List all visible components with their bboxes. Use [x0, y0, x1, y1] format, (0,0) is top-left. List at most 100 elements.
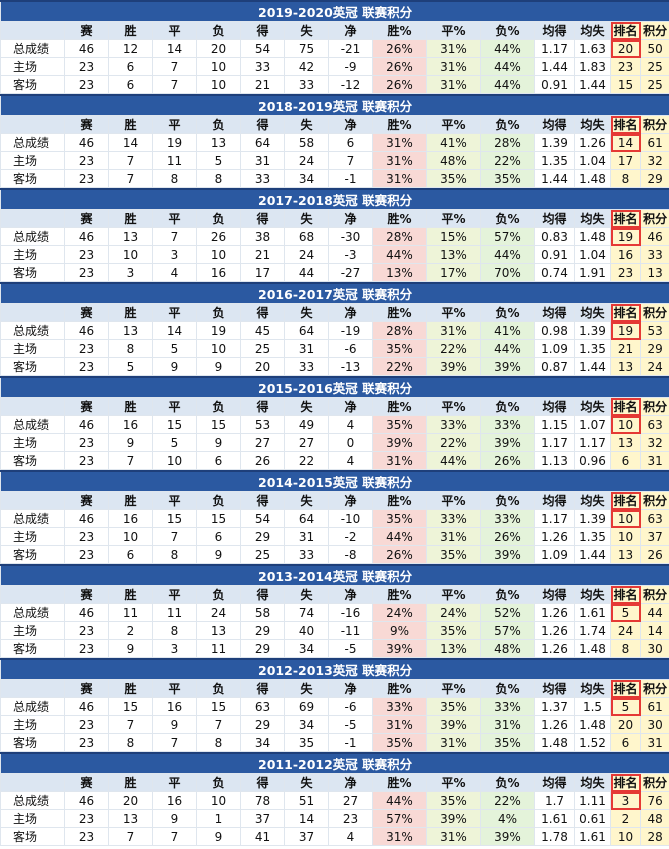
cell-points: 61 [639, 133, 669, 152]
column-header-draws: 平 [152, 21, 197, 40]
column-header-row-label [0, 679, 65, 698]
cell-win-pct: 35% [372, 733, 427, 752]
column-header-points: 积分 [639, 679, 669, 698]
row-label: 总成绩 [0, 791, 65, 810]
cell-win-pct: 31% [372, 169, 427, 188]
cell-games: 23 [64, 357, 109, 376]
cell-draw-pct: 44% [426, 451, 481, 470]
cell-points: 26 [639, 545, 669, 564]
cell-losses: 13 [196, 133, 241, 152]
cell-loss-pct: 31% [480, 715, 535, 734]
cell-goals-for: 53 [240, 415, 285, 434]
column-header-avg-goals-for: 均得 [534, 773, 575, 792]
cell-win-pct: 26% [372, 39, 427, 58]
row-label: 主场 [0, 433, 65, 452]
cell-draw-pct: 31% [426, 39, 481, 58]
table-row: 主场 23 7 9 7 29 34 -5 31% 39% 31% 1.26 1.48 20 30 [0, 715, 669, 734]
cell-avg-goals-for: 1.26 [534, 639, 575, 658]
column-header-row-label [0, 773, 65, 792]
column-header-goal-diff: 净 [328, 773, 373, 792]
cell-wins: 9 [108, 639, 153, 658]
cell-points: 61 [639, 697, 669, 716]
column-header-draws: 平 [152, 209, 197, 228]
cell-wins: 3 [108, 263, 153, 282]
season-title: 2019-2020英冠 联赛积分 [0, 0, 669, 22]
column-header-rank: 排名 [610, 115, 641, 134]
cell-win-pct: 28% [372, 321, 427, 340]
cell-draw-pct: 15% [426, 227, 481, 246]
cell-avg-goals-against: 1.48 [574, 227, 611, 246]
header-row: 赛胜平负得失净胜% 平% 负% 均得 均失 排名 积分 [0, 491, 669, 510]
column-header-loss-pct: 负% [480, 397, 535, 416]
cell-avg-goals-against: 1.5 [574, 697, 611, 716]
cell-rank: 19 [610, 321, 641, 340]
cell-goals-against: 35 [284, 733, 329, 752]
cell-draw-pct: 33% [426, 415, 481, 434]
cell-draws: 15 [152, 509, 197, 528]
cell-loss-pct: 35% [480, 169, 535, 188]
column-header-draw-pct: 平% [426, 397, 481, 416]
season-table: 2019-2020英冠 联赛积分赛胜平负得失净胜% 平% 负% 均得 均失 排名 积分 总成绩… [0, 0, 669, 94]
column-header-goals-for: 得 [240, 115, 285, 134]
column-header-avg-goals-against: 均失 [574, 679, 611, 698]
column-header-loss-pct: 负% [480, 303, 535, 322]
cell-points: 13 [639, 263, 669, 282]
cell-rank: 21 [610, 339, 641, 358]
cell-rank: 10 [610, 509, 641, 528]
cell-loss-pct: 39% [480, 357, 535, 376]
column-header-win-pct: 胜% [372, 773, 427, 792]
cell-games: 46 [64, 697, 109, 716]
column-header-rank: 排名 [610, 585, 641, 604]
cell-draw-pct: 35% [426, 791, 481, 810]
column-header-win-pct: 胜% [372, 585, 427, 604]
cell-avg-goals-for: 0.83 [534, 227, 575, 246]
cell-draws: 7 [152, 57, 197, 76]
cell-rank: 8 [610, 169, 641, 188]
column-header-rank: 排名 [610, 491, 641, 510]
season-block: 2015-2016英冠 联赛积分赛胜平负得失净胜% 平% 负% 均得 均失 排名 积分 总成绩… [0, 376, 669, 470]
table-row: 总成绩 46 14 19 13 64 58 6 31% 41% 28% 1.39 1.26 14 61 [0, 133, 669, 152]
cell-avg-goals-against: 1.39 [574, 509, 611, 528]
cell-avg-goals-against: 1.48 [574, 639, 611, 658]
cell-goal-diff: 6 [328, 133, 373, 152]
cell-points: 29 [639, 169, 669, 188]
cell-wins: 5 [108, 357, 153, 376]
column-header-rank: 排名 [610, 679, 641, 698]
cell-goals-for: 33 [240, 169, 285, 188]
row-label: 总成绩 [0, 321, 65, 340]
cell-avg-goals-against: 1.35 [574, 527, 611, 546]
cell-goals-against: 27 [284, 433, 329, 452]
cell-goals-for: 78 [240, 791, 285, 810]
table-row: 主场 23 10 3 10 21 24 -3 44% 13% 44% 0.91 1.04 16 33 [0, 245, 669, 264]
cell-draw-pct: 35% [426, 545, 481, 564]
column-header-draws: 平 [152, 679, 197, 698]
cell-goals-against: 49 [284, 415, 329, 434]
table-row: 总成绩 46 20 16 10 78 51 27 44% 35% 22% 1.7 1.11 3 76 [0, 791, 669, 810]
table-row: 总成绩 46 16 15 15 53 49 4 35% 33% 33% 1.15 1.07 10 63 [0, 415, 669, 434]
cell-wins: 20 [108, 791, 153, 810]
cell-rank: 24 [610, 621, 641, 640]
cell-goals-for: 29 [240, 621, 285, 640]
cell-rank: 8 [610, 639, 641, 658]
column-header-rank: 排名 [610, 773, 641, 792]
cell-games: 23 [64, 263, 109, 282]
cell-rank: 10 [610, 527, 641, 546]
table-row: 总成绩 46 16 15 15 54 64 -10 35% 33% 33% 1.17 1.39 10 63 [0, 509, 669, 528]
cell-avg-goals-for: 1.44 [534, 57, 575, 76]
cell-games: 23 [64, 339, 109, 358]
cell-wins: 7 [108, 151, 153, 170]
column-header-loss-pct: 负% [480, 585, 535, 604]
column-header-wins: 胜 [108, 679, 153, 698]
column-header-win-pct: 胜% [372, 115, 427, 134]
cell-loss-pct: 33% [480, 415, 535, 434]
row-label: 客场 [0, 263, 65, 282]
cell-rank: 13 [610, 433, 641, 452]
table-row: 客场 23 6 8 9 25 33 -8 26% 35% 39% 1.09 1.44 13 26 [0, 545, 669, 564]
cell-points: 32 [639, 151, 669, 170]
cell-wins: 11 [108, 603, 153, 622]
cell-draw-pct: 33% [426, 509, 481, 528]
cell-goals-against: 33 [284, 545, 329, 564]
cell-goal-diff: -19 [328, 321, 373, 340]
cell-games: 46 [64, 791, 109, 810]
